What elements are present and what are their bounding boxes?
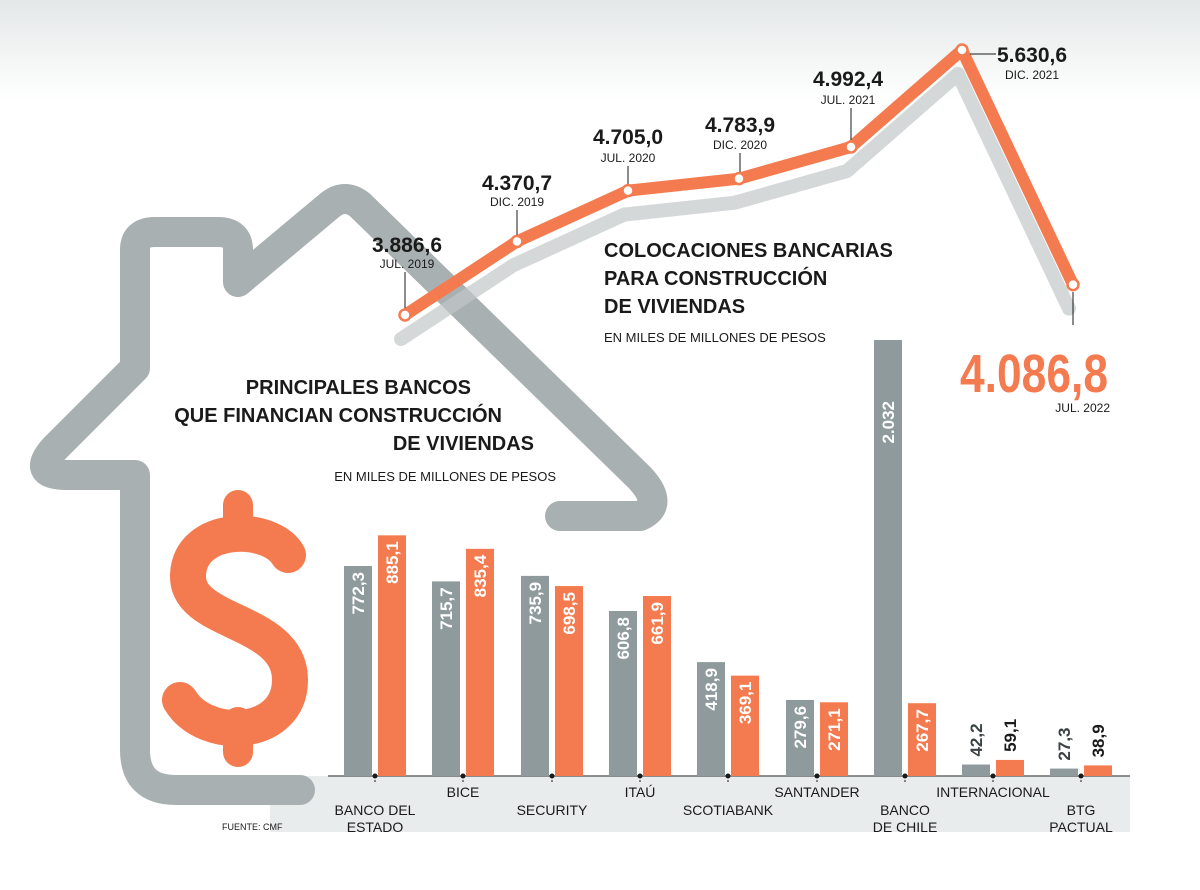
bar-gray xyxy=(521,575,549,776)
line-title-2: PARA CONSTRUCCIÓN xyxy=(604,266,827,290)
top-band xyxy=(0,0,1200,100)
line-point xyxy=(844,140,858,154)
bar-orange xyxy=(731,675,759,776)
bar-value-label: 27,3 xyxy=(1055,727,1074,760)
bar-orange xyxy=(996,759,1024,776)
bar-orange xyxy=(378,535,406,776)
house-outline-icon xyxy=(30,184,668,805)
bar-gray xyxy=(874,340,902,776)
bar-chart-title: PRINCIPALES BANCOS QUE FINANCIAN CONSTRU… xyxy=(174,377,556,484)
line-title-1: COLOCACIONES BANCARIAS xyxy=(604,240,893,262)
axis-band xyxy=(270,776,1130,832)
bar-title-3: DE VIVIENDAS xyxy=(393,433,534,455)
bar-value-label: 835,4 xyxy=(471,554,490,597)
line-date-label: JUL. 2021 xyxy=(821,93,876,107)
bar-value-label: 2.032 xyxy=(879,401,898,444)
dollar-sign-icon xyxy=(162,490,309,767)
bar-gray xyxy=(697,662,725,776)
bar-category-label: DE CHILE xyxy=(873,819,938,835)
bar-value-label: 59,1 xyxy=(1001,719,1020,752)
line-point xyxy=(955,43,969,57)
bar-value-label: 885,1 xyxy=(383,541,402,584)
line-value-label-highlight: 4.086,8 xyxy=(960,344,1108,404)
line-date-label: JUL. 2019 xyxy=(380,257,435,271)
bar-value-label: 606,8 xyxy=(614,617,633,660)
series-line-shadow xyxy=(394,67,1076,346)
bar-value-label: 735,9 xyxy=(526,582,545,625)
bar-value-label: 279,6 xyxy=(791,706,810,749)
bar-value-label: 661,9 xyxy=(648,602,667,645)
bar-title-2: QUE FINANCIAN CONSTRUCCIÓN xyxy=(174,403,502,427)
bar-value-label: 772,3 xyxy=(349,572,368,615)
bar-value-label: 38,9 xyxy=(1089,724,1108,757)
bar-value-label: 42,2 xyxy=(967,723,986,756)
bar-gray xyxy=(786,699,814,776)
bar-category-label: ESTADO xyxy=(347,819,404,835)
bar-subtitle: EN MILES DE MILLONES DE PESOS xyxy=(334,469,556,484)
source-note: FUENTE: CMF xyxy=(222,822,283,832)
line-value-label: 3.886,6 xyxy=(372,234,442,257)
bar-orange xyxy=(1084,765,1112,776)
bar-category-label: PACTUAL xyxy=(1049,819,1113,835)
bar-category-label: BANCO DEL xyxy=(335,802,416,818)
line-chart-title: COLOCACIONES BANCARIAS PARA CONSTRUCCIÓN… xyxy=(604,240,893,345)
bar-value-label: 418,9 xyxy=(702,668,721,711)
bar-gray xyxy=(432,581,460,776)
bar-category-label: SCOTIABANK xyxy=(683,802,774,818)
bar-category-label: INTERNACIONAL xyxy=(936,784,1050,800)
line-point xyxy=(510,234,524,249)
bar-category-label: SECURITY xyxy=(517,802,588,818)
bar-category-label: ITAÚ xyxy=(625,784,656,800)
line-value-label: 4.370,7 xyxy=(482,172,552,195)
line-value-label: 4.783,9 xyxy=(705,114,775,137)
bar-orange xyxy=(643,596,671,776)
line-date-label: DIC. 2019 xyxy=(490,195,544,209)
line-point xyxy=(732,171,746,186)
line-value-label: 4.992,4 xyxy=(813,68,883,91)
line-value-label: 4.705,0 xyxy=(593,126,663,149)
bar-title-1: PRINCIPALES BANCOS xyxy=(246,377,471,399)
bar-value-label: 271,1 xyxy=(825,708,844,751)
bar-orange xyxy=(555,586,583,776)
bar-orange xyxy=(820,702,848,776)
bar-value-label: 698,5 xyxy=(560,592,579,635)
line-subtitle: EN MILES DE MILLONES DE PESOS xyxy=(604,330,826,345)
line-value-label: 5.630,6 xyxy=(997,44,1067,67)
bar-gray xyxy=(344,566,372,776)
bar-gray xyxy=(962,764,990,776)
bar-orange xyxy=(466,548,494,776)
bar-gray xyxy=(609,611,637,776)
line-point xyxy=(1066,277,1080,292)
bar-value-label: 267,7 xyxy=(913,709,932,752)
line-title-3: DE VIVIENDAS xyxy=(604,296,745,318)
line-date-label: DIC. 2021 xyxy=(1005,68,1059,82)
bar-category-label: SANTANDER xyxy=(774,784,859,800)
bar-gray xyxy=(1050,768,1078,776)
line-point xyxy=(621,183,635,198)
bar-orange xyxy=(908,703,936,776)
bar-value-label: 715,7 xyxy=(437,587,456,630)
line-date-label: DIC. 2020 xyxy=(713,138,767,152)
bar-category-label: BICE xyxy=(447,784,480,800)
line-date-label: JUL. 2020 xyxy=(601,151,656,165)
bar-category-label: BANCO xyxy=(880,802,930,818)
bar-value-label: 369,1 xyxy=(736,682,755,725)
bar-category-label: BTG xyxy=(1067,802,1096,818)
line-point xyxy=(398,308,412,322)
line-date-label: JUL. 2022 xyxy=(1055,401,1110,415)
